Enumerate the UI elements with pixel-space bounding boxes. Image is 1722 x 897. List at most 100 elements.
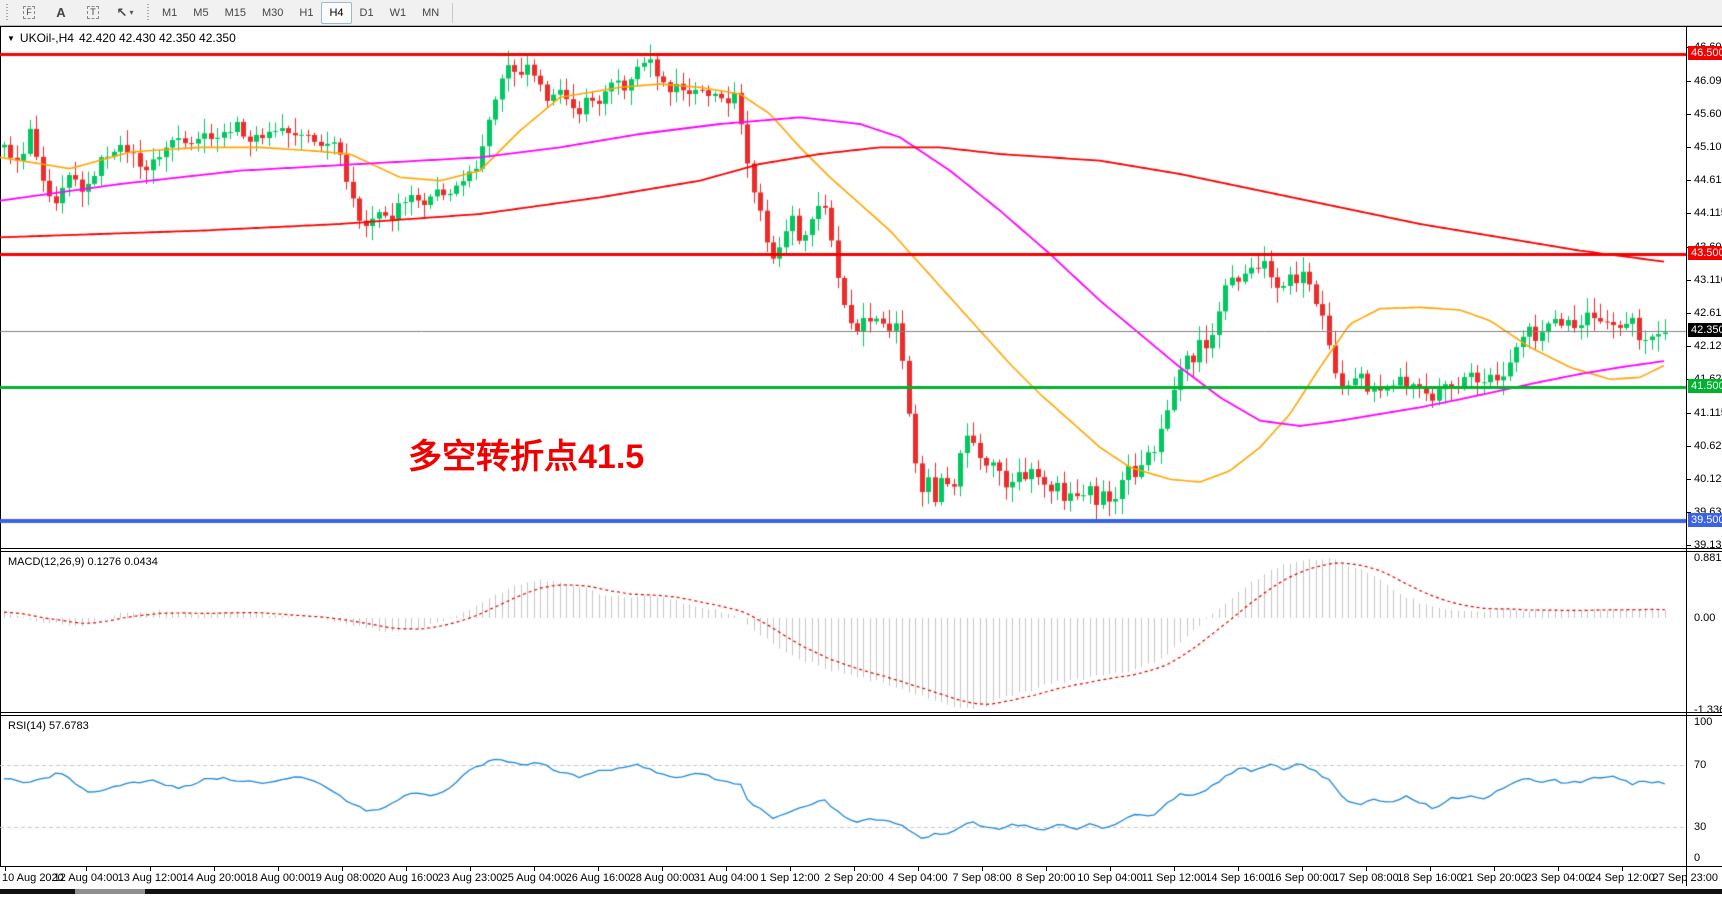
dropdown-caret-icon[interactable]: ▾ (129, 8, 134, 17)
main-chart-canvas[interactable] (0, 26, 1686, 548)
rsi-indicator-canvas[interactable] (0, 716, 1686, 866)
price-tick-label: 46.095 (1694, 75, 1722, 87)
panel-separator[interactable] (0, 548, 1722, 549)
fibonacci-tool-icon: F (23, 6, 35, 19)
price-tick-mark (1686, 213, 1691, 214)
toolbar-grip[interactable] (4, 3, 9, 22)
timeframe-button-H4[interactable]: H4 (321, 1, 352, 24)
rsi-axis-label: 70 (1694, 759, 1707, 771)
price-tick-label: 39.135 (1694, 539, 1722, 551)
time-tick-label: 23 Aug 23:00 (437, 872, 503, 884)
text-tool-button[interactable]: A (46, 2, 76, 24)
macd-axis-label: -1.3368 (1694, 704, 1722, 716)
time-tick-mark (214, 867, 215, 871)
label-tool-button[interactable]: T (78, 2, 108, 24)
fibonacci-tool-button[interactable]: F (14, 2, 44, 24)
time-tick-mark (1558, 867, 1559, 871)
text-tool-icon: A (56, 5, 66, 20)
time-tick-label: 14 Sep 16:00 (1205, 872, 1271, 884)
time-tick-label: 19 Aug 08:00 (309, 872, 375, 884)
time-tick-mark (534, 867, 535, 871)
macd-axis-label: 0.00 (1694, 612, 1716, 624)
timeframe-button-MN[interactable]: MN (422, 6, 440, 19)
price-axis-border (1686, 26, 1687, 886)
time-tick-mark (86, 867, 87, 871)
time-tick-mark (918, 867, 919, 871)
rsi-axis-label: 30 (1694, 821, 1707, 833)
time-tick-mark (982, 867, 983, 871)
price-tick-label: 44.115 (1694, 207, 1722, 219)
symbol-label: UKOil-,H4 (19, 31, 74, 45)
panel-separator[interactable] (0, 715, 1722, 716)
time-tick-mark (598, 867, 599, 871)
timeframe-button-M1[interactable]: M1 (162, 6, 178, 19)
price-badge-43.500: 43.500 (1688, 246, 1722, 260)
toolbar-grip-2[interactable] (145, 3, 150, 22)
arrows-tool-button[interactable]: ↖ ▾ (110, 2, 140, 24)
chart-text-annotation: 多空转折点41.5 (408, 438, 645, 476)
price-tick-mark (1686, 147, 1691, 148)
time-tick-mark (470, 867, 471, 871)
price-tick-mark (1686, 346, 1691, 347)
price-tick-label: 40.620 (1694, 440, 1722, 452)
time-tick-mark (150, 867, 151, 871)
time-tick-mark (662, 867, 663, 871)
rsi-axis-label: 0 (1694, 852, 1701, 864)
price-tick-mark (1686, 313, 1691, 314)
time-tick-mark (342, 867, 343, 871)
time-tick-label: 2 Sep 20:00 (824, 872, 884, 884)
price-badge-39.500: 39.500 (1688, 513, 1722, 527)
timeframe-button-M5[interactable]: M5 (193, 6, 209, 19)
time-tick-label: 26 Aug 16:00 (565, 872, 631, 884)
time-tick-label: 18 Sep 16:00 (1397, 872, 1463, 884)
time-tick-mark (1494, 867, 1495, 871)
price-tick-mark (1686, 180, 1691, 181)
time-tick-mark (1238, 867, 1239, 871)
macd-indicator-canvas[interactable] (0, 552, 1686, 712)
time-axis-border (0, 866, 1722, 867)
time-tick-mark (1174, 867, 1175, 871)
time-tick-label: 11 Sep 12:00 (1141, 872, 1207, 884)
time-tick-mark (790, 867, 791, 871)
rsi-label: RSI(14) 57.6783 (8, 720, 89, 732)
timeframe-buttons-group: M1 M5 M15 M30 H1 H4 D1 W1 MN (154, 1, 447, 24)
time-tick-label: 17 Sep 08:00 (1333, 872, 1399, 884)
time-tick-label: 14 Aug 20:00 (181, 872, 247, 884)
timeframe-button-M30[interactable]: M30 (261, 6, 284, 19)
time-tick-mark (1622, 867, 1623, 871)
arrows-tool-icon: ↖ (116, 4, 128, 20)
panel-separator[interactable] (0, 712, 1722, 713)
time-tick-label: 13 Aug 12:00 (117, 872, 183, 884)
time-tick-label: 18 Aug 00:00 (245, 872, 311, 884)
horizontal-scrollbar[interactable] (0, 888, 1722, 897)
panel-separator[interactable] (0, 551, 1722, 552)
time-tick-mark (5, 867, 6, 871)
time-tick-label: 28 Aug 00:00 (629, 872, 695, 884)
price-tick-label: 43.110 (1694, 274, 1722, 286)
price-tick-mark (1686, 114, 1691, 115)
scrollbar-thumb[interactable] (75, 889, 145, 894)
ohlc-values: 42.420 42.430 42.350 42.350 (78, 31, 236, 45)
price-tick-mark (1686, 81, 1691, 82)
timeframe-button-H1[interactable]: H1 (299, 6, 314, 19)
time-tick-label: 4 Sep 04:00 (888, 872, 948, 884)
symbol-dropdown-icon[interactable]: ▼ (7, 33, 15, 43)
price-tick-label: 40.125 (1694, 473, 1722, 485)
price-tick-label: 45.600 (1694, 108, 1722, 120)
timeframe-button-W1[interactable]: W1 (389, 6, 407, 19)
toolbar: F A T ↖ ▾ M1 M5 M15 M30 H1 H4 D1 W1 MN (0, 0, 1722, 26)
drawing-tools-group: F A T ↖ ▾ (13, 2, 141, 24)
price-tick-mark (1686, 280, 1691, 281)
price-tick-label: 42.120 (1694, 340, 1722, 352)
timeframe-button-M15[interactable]: M15 (224, 6, 246, 19)
price-badge-42.350: 42.350 (1688, 323, 1722, 337)
price-badge-46.500: 46.500 (1688, 46, 1722, 60)
timeframe-button-D1[interactable]: D1 (359, 6, 374, 19)
time-tick-label: 24 Sep 12:00 (1589, 872, 1655, 884)
time-tick-label: 10 Sep 04:00 (1077, 872, 1143, 884)
time-tick-mark (726, 867, 727, 871)
time-tick-mark (1686, 867, 1687, 871)
price-tick-label: 41.115 (1694, 407, 1722, 419)
scrollbar-track[interactable] (0, 889, 1722, 894)
